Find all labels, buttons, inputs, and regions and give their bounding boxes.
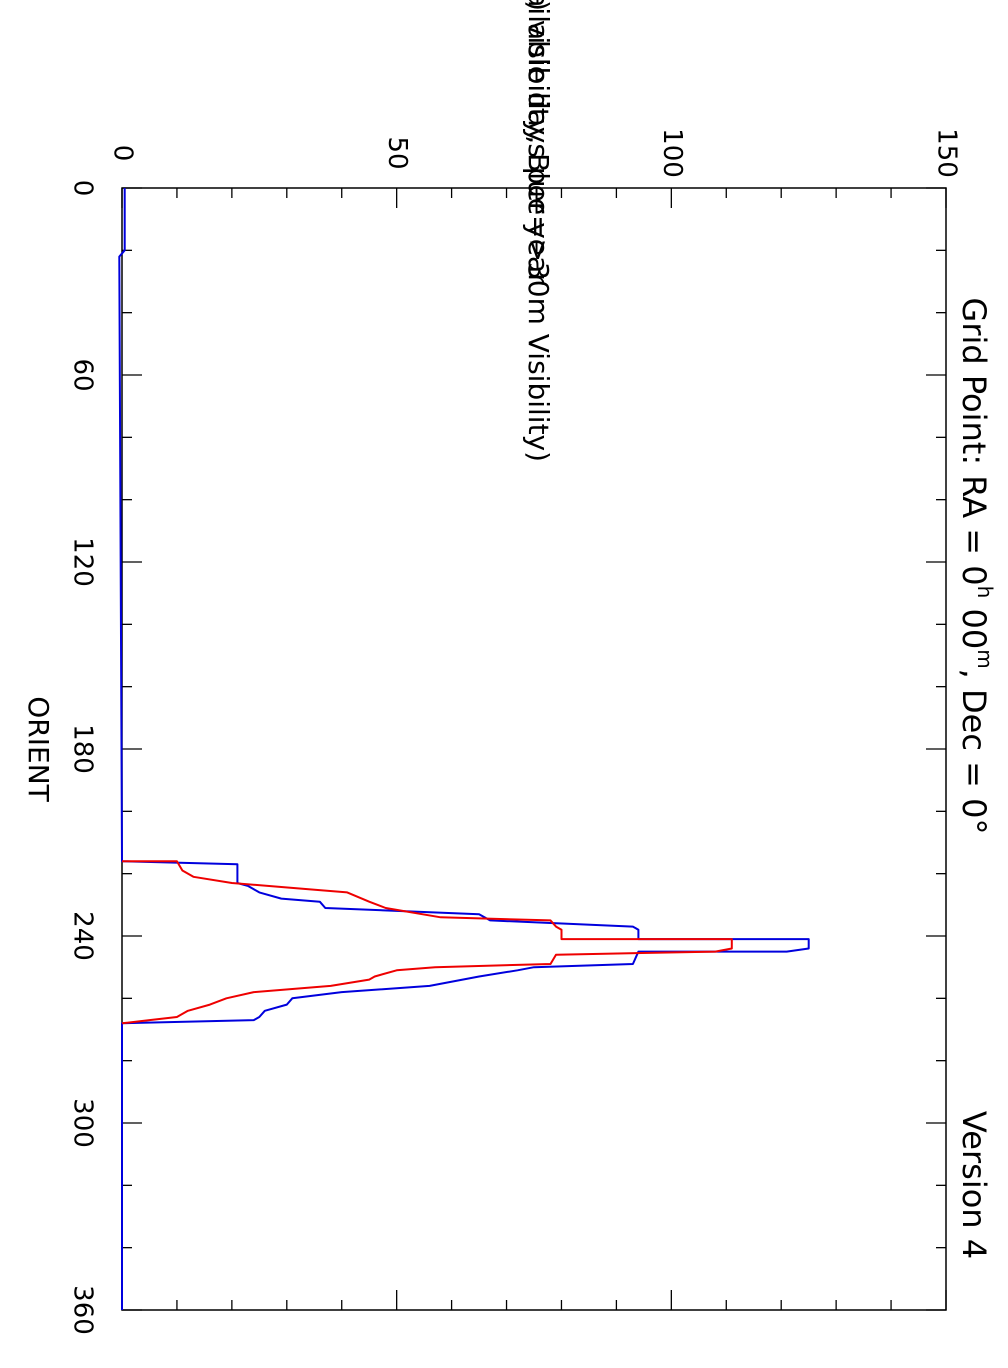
series-line-1 xyxy=(121,860,733,1025)
version-label: Version 4 xyxy=(955,1111,993,1259)
x-axis-title: ORIENT xyxy=(22,696,55,802)
orient-tick-label: 0 xyxy=(68,180,98,197)
orient-tick-label: 360 xyxy=(68,1285,98,1335)
days-tick-label: 100 xyxy=(657,128,687,178)
orient-tick-label: 120 xyxy=(68,537,98,587)
y-axis-title-line1: Number of available days per year xyxy=(522,0,555,285)
series-line-0 xyxy=(118,188,810,1310)
tick-labels: 0 60 120 180 240 300 360 0 50 100 150 xyxy=(68,128,962,1335)
series-layer xyxy=(118,188,810,1310)
orient-tick-label: 300 xyxy=(68,1098,98,1148)
days-tick-label: 50 xyxy=(382,136,412,169)
y-axis-title-line2: (Red=Nominal (52m) visibility, Blue=>30m… xyxy=(522,0,555,462)
chart-title: Grid Point: RA = 0h 00m, Dec = 0° xyxy=(955,298,998,835)
orient-tick-label: 60 xyxy=(68,358,98,391)
orient-tick-label: 180 xyxy=(68,724,98,774)
days-tick-label: 0 xyxy=(108,145,138,162)
axis-ticks xyxy=(121,187,947,1311)
days-tick-label: 150 xyxy=(932,128,962,178)
orient-tick-label: 240 xyxy=(68,911,98,961)
